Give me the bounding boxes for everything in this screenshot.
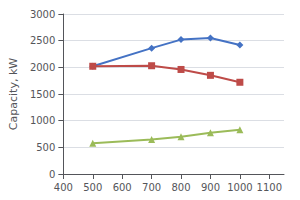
svg-text:Capacity, kW: Capacity, kW bbox=[7, 58, 20, 130]
svg-text:700: 700 bbox=[142, 182, 161, 193]
svg-text:500: 500 bbox=[36, 142, 55, 153]
svg-text:900: 900 bbox=[201, 182, 220, 193]
svg-text:1500: 1500 bbox=[30, 89, 55, 100]
svg-text:2500: 2500 bbox=[30, 35, 55, 46]
svg-text:1000: 1000 bbox=[227, 182, 252, 193]
svg-text:2000: 2000 bbox=[30, 62, 55, 73]
svg-text:800: 800 bbox=[171, 182, 190, 193]
svg-text:600: 600 bbox=[113, 182, 132, 193]
svg-text:1000: 1000 bbox=[30, 115, 55, 126]
svg-text:3000: 3000 bbox=[30, 9, 55, 20]
svg-text:400: 400 bbox=[54, 182, 73, 193]
svg-text:500: 500 bbox=[83, 182, 102, 193]
svg-text:0: 0 bbox=[49, 169, 55, 180]
svg-text:1100: 1100 bbox=[257, 182, 282, 193]
